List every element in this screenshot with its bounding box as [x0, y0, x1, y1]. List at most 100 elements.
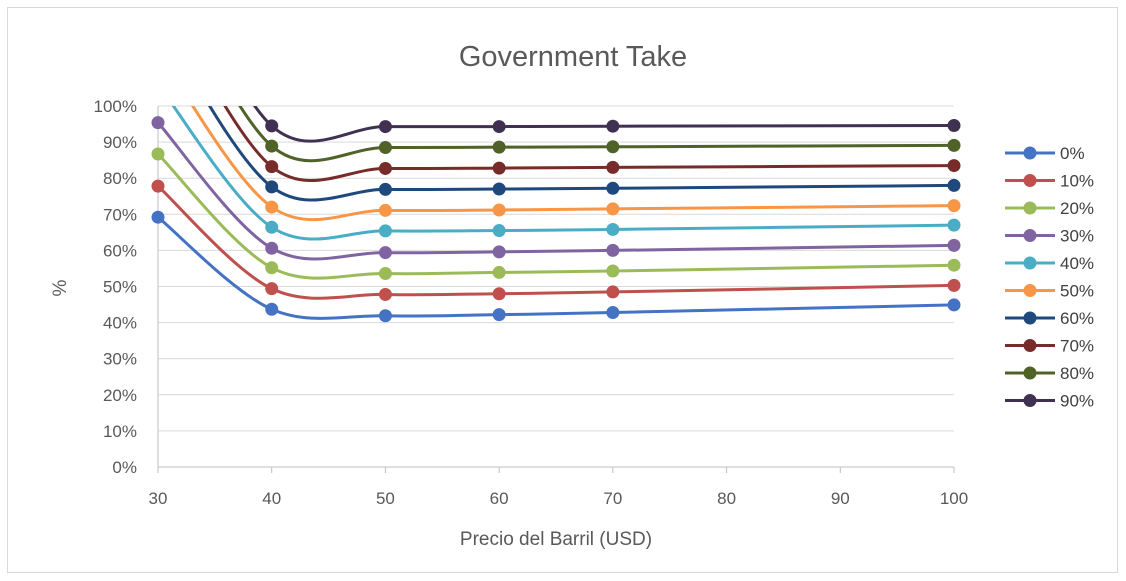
y-tick-label: 10%: [103, 422, 137, 441]
data-point: [606, 243, 620, 257]
legend-label: 60%: [1060, 309, 1094, 328]
data-point: [378, 120, 392, 134]
legend-swatch-marker: [1023, 311, 1037, 325]
series-layer: [158, 106, 954, 320]
x-tick-label: 70: [603, 489, 622, 508]
data-point: [265, 302, 279, 316]
data-point: [947, 238, 961, 252]
legend-swatch-marker: [1023, 146, 1037, 160]
data-point: [378, 182, 392, 196]
data-point: [947, 258, 961, 272]
legend-swatch-marker: [1023, 284, 1037, 297]
legend: 0% 10% 20% 30% 40% 50% 60% 70% 80% 90%: [1005, 144, 1094, 411]
y-tick-label: 70%: [103, 205, 137, 224]
data-point: [378, 141, 392, 155]
data-point: [492, 245, 506, 259]
series-line: [158, 152, 954, 280]
data-point: [492, 120, 506, 134]
y-axis-title: %: [50, 279, 71, 296]
data-point: [947, 298, 961, 312]
data-point: [606, 285, 620, 299]
data-point: [947, 178, 961, 192]
axes: [157, 106, 954, 468]
legend-swatch-marker: [1023, 366, 1037, 380]
gridlines: [158, 105, 954, 432]
y-tick-label: 50%: [103, 278, 137, 297]
legend-label: 70%: [1060, 337, 1094, 356]
data-point: [492, 140, 506, 154]
data-point: [492, 265, 506, 279]
data-point: [947, 138, 961, 152]
x-tick-label: 50: [376, 489, 395, 508]
data-point: [265, 180, 279, 194]
data-point: [265, 139, 279, 153]
y-tick-label: 0%: [112, 458, 137, 477]
data-point: [492, 182, 506, 196]
series-line: [207, 106, 954, 202]
data-point: [492, 224, 506, 238]
data-point: [947, 278, 961, 292]
data-point: [378, 267, 392, 281]
data-point: [947, 218, 961, 232]
data-point: [265, 200, 279, 214]
data-point: [492, 308, 506, 322]
y-tick-label: 80%: [103, 169, 137, 188]
data-point: [606, 305, 620, 319]
data-point: [151, 116, 165, 130]
x-tick-label: 40: [262, 489, 281, 508]
data-point: [265, 119, 279, 133]
data-point: [151, 210, 165, 224]
x-tick-label: 80: [717, 489, 736, 508]
x-tick-label: 100: [940, 489, 968, 508]
data-point: [378, 287, 392, 301]
data-point: [492, 161, 506, 175]
legend-label: 40%: [1060, 254, 1094, 273]
data-point: [947, 118, 961, 132]
series-line: [253, 106, 954, 143]
legend-swatch-marker: [1023, 201, 1037, 215]
legend-swatch-marker: [1023, 229, 1037, 242]
series-line: [223, 106, 954, 183]
legend-swatch-marker: [1023, 339, 1037, 352]
legend-swatch-marker: [1023, 174, 1037, 187]
legend-swatch-marker: [1023, 394, 1037, 407]
series-line: [158, 185, 954, 300]
y-axis-ticks: 0% 10% 20% 30% 40% 50% 60% 70% 80% 90% 100%: [94, 97, 137, 477]
data-point: [151, 147, 165, 161]
data-point: [606, 160, 620, 174]
chart-title: Government Take: [459, 41, 687, 73]
legend-label: 0%: [1060, 144, 1085, 163]
legend-label: 20%: [1060, 199, 1094, 218]
data-point: [606, 140, 620, 154]
legend-label: 30%: [1060, 227, 1094, 246]
x-axis-title: Precio del Barril (USD): [460, 529, 652, 550]
y-tick-label: 40%: [103, 314, 137, 333]
data-point: [492, 287, 506, 301]
data-point: [378, 161, 392, 175]
x-tick-label: 30: [149, 489, 168, 508]
series-line: [158, 121, 954, 261]
data-point: [606, 181, 620, 195]
data-point: [947, 159, 961, 173]
x-axis-ticks: 30 40 50 60 70 80 90 100: [149, 467, 968, 508]
data-point: [265, 282, 279, 296]
y-tick-label: 30%: [103, 350, 137, 369]
y-tick-label: 60%: [103, 241, 137, 260]
data-point: [606, 119, 620, 133]
data-point: [378, 309, 392, 323]
data-point: [378, 246, 392, 260]
y-tick-label: 100%: [94, 97, 137, 116]
data-point: [378, 203, 392, 217]
y-tick-label: 20%: [103, 386, 137, 405]
legend-label: 90%: [1060, 392, 1094, 411]
y-tick-label: 90%: [103, 133, 137, 152]
series-line: [171, 106, 954, 241]
x-tick-label: 60: [490, 489, 509, 508]
chart-area: [7, 7, 1118, 573]
data-point: [947, 199, 961, 213]
data-point: [606, 264, 620, 278]
data-point: [265, 261, 279, 275]
legend-swatch-marker: [1023, 256, 1037, 270]
data-point: [606, 202, 620, 216]
